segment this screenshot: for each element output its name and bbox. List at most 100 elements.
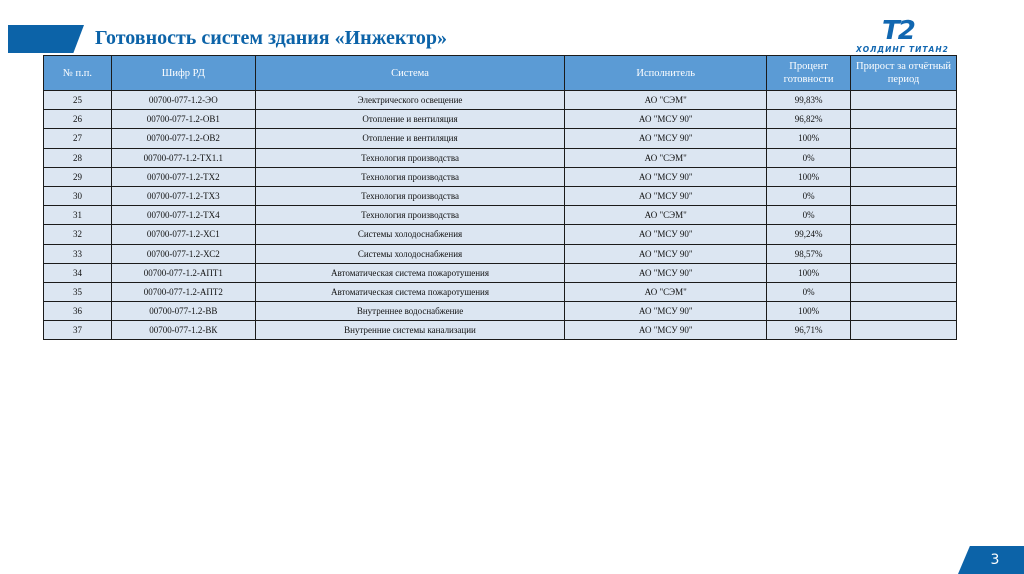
cell-col-readiness: 96,82% bbox=[766, 109, 852, 130]
systems-readiness-table: № п.п. Шифр РД Система Исполнитель Процент г… bbox=[43, 55, 957, 341]
cell-col-doc-code: 00700-077-1.2-АПТ2 bbox=[110, 281, 256, 303]
logo-mark: T2 bbox=[882, 16, 916, 46]
cell-col-readiness: 0% bbox=[766, 205, 852, 226]
cell-col-system: Технология производства bbox=[254, 147, 566, 168]
title-accent-bar bbox=[8, 25, 84, 53]
cell-col-readiness: 99,83% bbox=[766, 89, 852, 111]
table-row: 37 00700-077-1.2-ВК Внутренние системы кан… bbox=[43, 320, 957, 341]
cell-col-number: 34 bbox=[43, 262, 112, 283]
table-row: 25 00700-077-1.2-ЭО Электрического освещен… bbox=[43, 89, 957, 111]
cell-col-contractor: АО "МСУ 90" bbox=[564, 166, 768, 187]
cell-col-number: 30 bbox=[43, 185, 112, 207]
cell-col-system: Технология производства bbox=[254, 185, 566, 207]
cell-col-increment bbox=[850, 320, 957, 341]
table-row: 26 00700-077-1.2-ОВ1 Отопление и вентиляци… bbox=[43, 109, 957, 130]
cell-col-increment bbox=[850, 166, 957, 187]
cell-col-contractor: АО "МСУ 90" bbox=[564, 301, 768, 322]
logo-subtitle: ХОЛДИНГ ТИТАН2 bbox=[856, 45, 949, 54]
cell-col-doc-code: 00700-077-1.2-ТХ2 bbox=[110, 166, 256, 187]
cell-col-system: Отопление и вентиляция bbox=[254, 109, 566, 130]
cell-col-contractor: АО "МСУ 90" bbox=[564, 128, 768, 149]
cell-col-readiness: 99,24% bbox=[766, 224, 852, 245]
cell-col-contractor: АО "СЭМ" bbox=[564, 205, 768, 226]
page-number: 3 bbox=[958, 546, 1024, 574]
cell-col-system: Электрического освещение bbox=[254, 89, 566, 111]
header-col-system: Система bbox=[254, 55, 566, 91]
cell-col-number: 37 bbox=[43, 320, 112, 341]
cell-col-increment bbox=[850, 301, 957, 322]
cell-col-increment bbox=[850, 128, 957, 149]
cell-col-readiness: 96,71% bbox=[766, 320, 852, 341]
table-row: 33 00700-077-1.2-ХС2 Системы холодоснабжен… bbox=[43, 243, 957, 264]
cell-col-increment bbox=[850, 243, 957, 264]
cell-col-increment bbox=[850, 281, 957, 303]
cell-col-contractor: АО "МСУ 90" bbox=[564, 243, 768, 264]
cell-col-system: Технология производства bbox=[254, 166, 566, 187]
table-row: 32 00700-077-1.2-ХС1 Системы холодоснабжен… bbox=[43, 224, 957, 245]
cell-col-system: Отопление и вентиляция bbox=[254, 128, 566, 149]
table-row: 30 00700-077-1.2-ТХ3 Технология производст… bbox=[43, 185, 957, 207]
cell-col-doc-code: 00700-077-1.2-ОВ1 bbox=[110, 109, 256, 130]
cell-col-system: Внутренние системы канализации bbox=[254, 320, 566, 341]
table-row: 31 00700-077-1.2-ТХ4 Технология производст… bbox=[43, 205, 957, 226]
cell-col-doc-code: 00700-077-1.2-ХС1 bbox=[110, 224, 256, 245]
table-row: 28 00700-077-1.2-ТХ1.1 Технология производ… bbox=[43, 147, 957, 168]
cell-col-system: Внутреннее водоснабжение bbox=[254, 301, 566, 322]
cell-col-readiness: 98,57% bbox=[766, 243, 852, 264]
cell-col-readiness: 0% bbox=[766, 281, 852, 303]
cell-col-contractor: АО "МСУ 90" bbox=[564, 109, 768, 130]
cell-col-readiness: 100% bbox=[766, 262, 852, 283]
cell-col-increment bbox=[850, 109, 957, 130]
cell-col-contractor: АО "МСУ 90" bbox=[564, 185, 768, 207]
header-col-contractor: Исполнитель bbox=[564, 55, 768, 91]
cell-col-contractor: АО "МСУ 90" bbox=[564, 262, 768, 283]
cell-col-readiness: 100% bbox=[766, 301, 852, 322]
cell-col-increment bbox=[850, 262, 957, 283]
header-col-increment: Прирост за отчётный период bbox=[850, 55, 957, 91]
cell-col-doc-code: 00700-077-1.2-ХС2 bbox=[110, 243, 256, 264]
cell-col-number: 36 bbox=[43, 301, 112, 322]
company-logo: T2 ХОЛДИНГ ТИТАН2 bbox=[852, 18, 987, 56]
cell-col-doc-code: 00700-077-1.2-ТХ3 bbox=[110, 185, 256, 207]
cell-col-system: Автоматическая система пожаротушения bbox=[254, 281, 566, 303]
cell-col-doc-code: 00700-077-1.2-АПТ1 bbox=[110, 262, 256, 283]
header-col-doc-code: Шифр РД bbox=[110, 55, 256, 91]
cell-col-doc-code: 00700-077-1.2-ОВ2 bbox=[110, 128, 256, 149]
cell-col-doc-code: 00700-077-1.2-ТХ4 bbox=[110, 205, 256, 226]
cell-col-number: 33 bbox=[43, 243, 112, 264]
cell-col-increment bbox=[850, 185, 957, 207]
cell-col-readiness: 0% bbox=[766, 147, 852, 168]
cell-col-increment bbox=[850, 89, 957, 111]
table-row: 34 00700-077-1.2-АПТ1 Автоматическая систе… bbox=[43, 262, 957, 283]
cell-col-number: 25 bbox=[43, 89, 112, 111]
cell-col-number: 35 bbox=[43, 281, 112, 303]
cell-col-contractor: АО "СЭМ" bbox=[564, 89, 768, 111]
cell-col-contractor: АО "МСУ 90" bbox=[564, 320, 768, 341]
table-row: 36 00700-077-1.2-ВВ Внутреннее водоснабжен… bbox=[43, 301, 957, 322]
header-col-readiness: Процент готовности bbox=[766, 55, 852, 91]
cell-col-number: 28 bbox=[43, 147, 112, 168]
table-row: 27 00700-077-1.2-ОВ2 Отопление и вентиляци… bbox=[43, 128, 957, 149]
cell-col-number: 32 bbox=[43, 224, 112, 245]
cell-col-system: Технология производства bbox=[254, 205, 566, 226]
cell-col-increment bbox=[850, 224, 957, 245]
cell-col-contractor: АО "СЭМ" bbox=[564, 281, 768, 303]
cell-col-system: Системы холодоснабжения bbox=[254, 224, 566, 245]
header-col-number: № п.п. bbox=[43, 55, 112, 91]
cell-col-system: Автоматическая система пожаротушения bbox=[254, 262, 566, 283]
cell-col-readiness: 100% bbox=[766, 128, 852, 149]
cell-col-doc-code: 00700-077-1.2-ВВ bbox=[110, 301, 256, 322]
slide-title: Готовность систем здания «Инжектор» bbox=[95, 27, 448, 49]
cell-col-doc-code: 00700-077-1.2-ТХ1.1 bbox=[110, 147, 256, 168]
table-row: 35 00700-077-1.2-АПТ2 Автоматическая систе… bbox=[43, 281, 957, 303]
cell-col-number: 26 bbox=[43, 109, 112, 130]
cell-col-system: Системы холодоснабжения bbox=[254, 243, 566, 264]
cell-col-contractor: АО "МСУ 90" bbox=[564, 224, 768, 245]
cell-col-doc-code: 00700-077-1.2-ЭО bbox=[110, 89, 256, 111]
cell-col-number: 31 bbox=[43, 205, 112, 226]
cell-col-increment bbox=[850, 147, 957, 168]
cell-col-contractor: АО "СЭМ" bbox=[564, 147, 768, 168]
table-header-row: № п.п. Шифр РД Система Исполнитель Процент г… bbox=[43, 55, 957, 91]
cell-col-readiness: 100% bbox=[766, 166, 852, 187]
cell-col-doc-code: 00700-077-1.2-ВК bbox=[110, 320, 256, 341]
